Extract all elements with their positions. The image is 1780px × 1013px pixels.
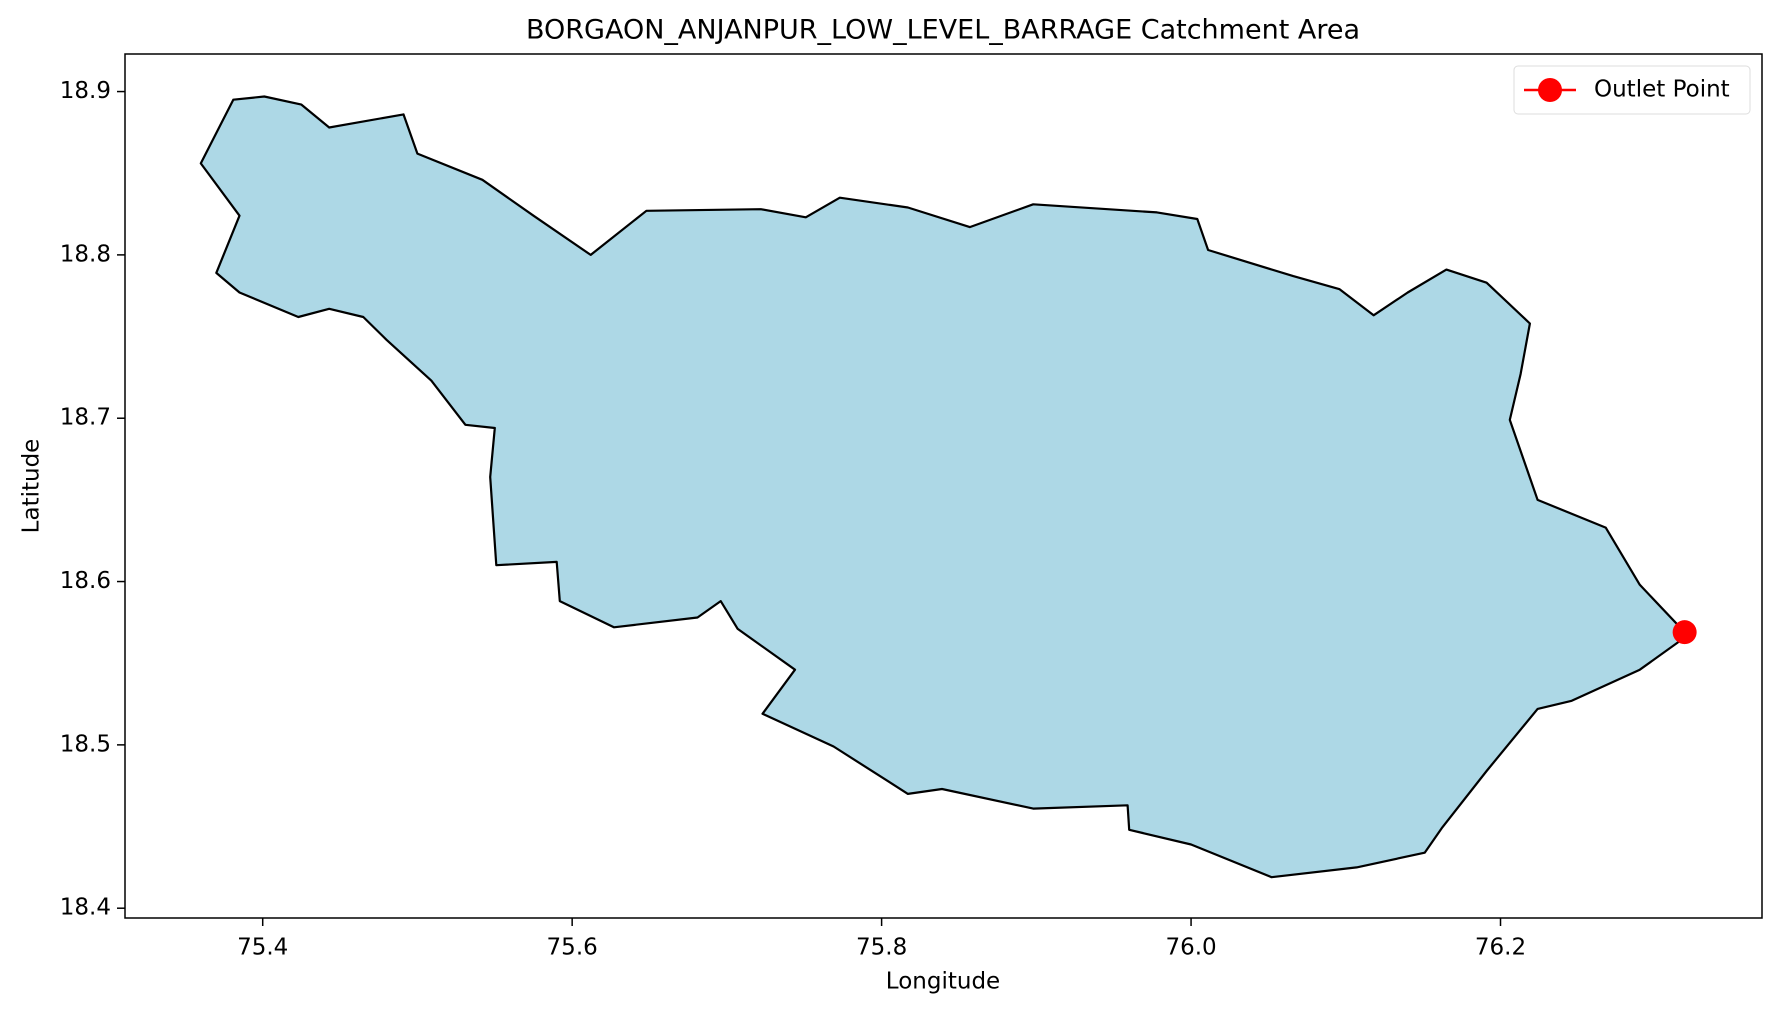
catchment-boundary — [199, 95, 1689, 879]
outlet-point — [1672, 620, 1697, 645]
x-tick-label: 75.4 — [237, 935, 288, 961]
y-tick-label: 18.6 — [60, 568, 111, 594]
y-tick-label: 18.7 — [60, 405, 111, 431]
y-tick-label: 18.8 — [60, 241, 111, 267]
y-tick-label: 18.9 — [60, 78, 111, 104]
y-axis-label: Latitude — [19, 439, 45, 534]
x-tick-label: 76.2 — [1475, 935, 1526, 961]
y-tick-label: 18.4 — [60, 895, 111, 921]
chart-title: BORGAON_ANJANPUR_LOW_LEVEL_BARRAGE Catch… — [526, 15, 1360, 46]
legend-label: Outlet Point — [1594, 77, 1730, 103]
plot-frame — [124, 53, 1763, 919]
y-tick-label: 18.5 — [60, 731, 111, 757]
legend-box — [1513, 65, 1751, 115]
x-axis-label: Longitude — [886, 969, 1000, 995]
x-tick-label: 75.6 — [547, 935, 598, 961]
x-tick-label: 76.0 — [1165, 935, 1216, 961]
legend-marker — [1538, 78, 1562, 102]
x-tick-label: 75.8 — [856, 935, 907, 961]
